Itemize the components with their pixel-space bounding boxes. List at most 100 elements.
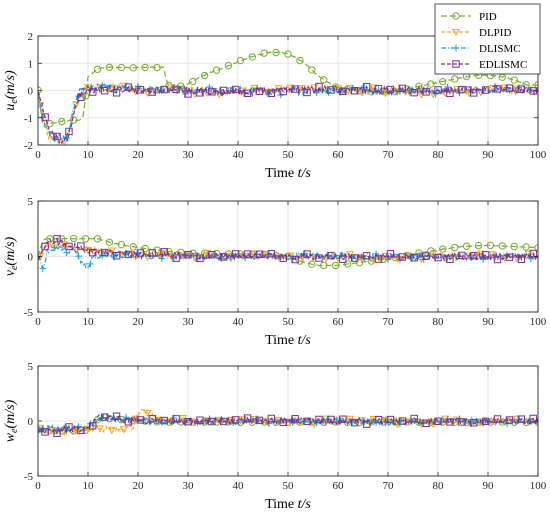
- y-tick-label: 1: [28, 58, 34, 70]
- series-marker-edlismc: [136, 249, 145, 257]
- series-marker-edlismc: [327, 251, 335, 260]
- y-tick-label: 0: [28, 86, 34, 98]
- x-tick-label: 80: [433, 316, 445, 328]
- x-tick-label: 90: [483, 149, 495, 161]
- series-marker-edlismc: [529, 414, 537, 423]
- series-marker-pid: [117, 63, 126, 72]
- series-marker-pid: [427, 80, 435, 88]
- series-marker-edlismc: [148, 249, 156, 257]
- series-marker-edlismc: [184, 90, 192, 98]
- y-tick-label: 5: [28, 361, 34, 373]
- series-marker-edlismc: [208, 251, 216, 259]
- series-marker-pid: [510, 242, 518, 251]
- x-tick-label: 90: [483, 480, 495, 492]
- series-marker-edlismc: [291, 85, 299, 93]
- series-marker-edlismc: [53, 235, 61, 243]
- series-marker-pid: [141, 244, 149, 253]
- series-marker-dlismc: [432, 90, 439, 98]
- series-marker-edlismc: [481, 251, 490, 259]
- series-marker-edlismc: [172, 85, 180, 94]
- series-marker-edlismc: [434, 86, 442, 94]
- series-marker-edlismc: [124, 418, 133, 426]
- x-tick-label: 0: [35, 480, 41, 492]
- series-marker-dlismc: [39, 265, 46, 272]
- legend-marker-dlismc: [452, 44, 460, 52]
- series-marker-edlismc: [422, 88, 430, 96]
- x-tick-label: 10: [83, 316, 95, 328]
- series-marker-edlismc: [458, 418, 466, 426]
- series-marker-edlismc: [446, 89, 454, 98]
- series-marker-pid: [105, 238, 114, 247]
- y-axis-label: ve(m/s): [3, 236, 20, 276]
- series-marker-edlismc: [493, 415, 502, 423]
- series-marker-pid: [212, 66, 221, 74]
- series-marker-pid: [224, 61, 233, 70]
- series-marker-edlismc: [422, 419, 430, 428]
- series-marker-edlismc: [410, 88, 418, 97]
- series-marker-edlismc: [243, 89, 252, 98]
- series-marker-edlismc: [279, 418, 287, 427]
- series-marker-dlpid: [48, 241, 57, 249]
- series-marker-edlismc: [231, 85, 240, 94]
- series-marker-edlismc: [41, 428, 49, 436]
- series-marker-edlismc: [350, 87, 359, 95]
- series-marker-edlismc: [350, 254, 359, 262]
- series-marker-pid: [38, 86, 42, 94]
- series-marker-edlismc: [41, 242, 49, 251]
- series-marker-pid: [498, 242, 506, 250]
- series-marker-edlismc: [160, 248, 168, 256]
- x-tick-label: 30: [183, 316, 195, 328]
- series-marker-edlismc: [481, 417, 490, 426]
- series-marker-edlismc: [279, 254, 287, 262]
- series-marker-pid: [308, 260, 316, 268]
- series-marker-edlismc: [398, 253, 406, 261]
- series-marker-edlismc: [184, 417, 192, 426]
- series-marker-pid: [129, 64, 137, 72]
- series-marker-edlismc: [124, 250, 133, 259]
- series-marker-edlismc: [398, 84, 406, 93]
- series-marker-edlismc: [339, 415, 347, 423]
- series-marker-pid: [189, 77, 197, 86]
- series-marker-edlismc: [65, 423, 73, 431]
- series-marker-pid: [486, 241, 495, 250]
- x-tick-label: 100: [530, 316, 547, 328]
- series-marker-pid: [510, 76, 518, 84]
- legend-marker-edlismc: [452, 60, 460, 68]
- legend: PID DLPID DLISMC EDLISMC: [434, 3, 541, 75]
- series-marker-edlismc: [315, 254, 323, 262]
- series-marker-edlismc: [481, 86, 490, 94]
- y-tick-label: -5: [24, 471, 34, 483]
- series-marker-pid: [355, 258, 364, 267]
- series-marker-edlismc: [339, 255, 347, 264]
- series-marker-pid: [391, 253, 399, 262]
- series-line-edlismc: [38, 414, 538, 436]
- series-marker-edlismc: [315, 415, 323, 424]
- x-tick-label: 100: [530, 149, 547, 161]
- series-marker-edlismc: [124, 83, 133, 91]
- x-tick-label: 80: [433, 149, 445, 161]
- series-marker-edlismc: [255, 416, 264, 425]
- series-marker-edlismc: [77, 242, 85, 250]
- series-marker-edlismc: [65, 127, 73, 136]
- series-marker-edlismc: [267, 250, 276, 258]
- series-marker-edlismc: [243, 414, 252, 422]
- series-marker-pid: [450, 243, 459, 252]
- series-marker-pid: [320, 261, 328, 270]
- series-marker-edlismc: [374, 255, 383, 263]
- series-marker-edlismc: [184, 251, 192, 259]
- series-line-pid: [38, 51, 538, 127]
- series-marker-edlismc: [196, 416, 204, 424]
- series-marker-edlismc: [458, 85, 466, 94]
- series-marker-edlismc: [362, 83, 371, 91]
- series-marker-edlismc: [493, 255, 502, 264]
- series-line-edlismc: [38, 236, 538, 262]
- y-tick-label: 0: [28, 252, 34, 264]
- series-marker-pid: [236, 56, 245, 65]
- series-marker-dlismc: [63, 249, 70, 256]
- series-marker-edlismc: [470, 419, 478, 427]
- series-marker-edlismc: [53, 132, 61, 141]
- series-marker-pid: [462, 242, 471, 250]
- series-marker-edlismc: [386, 415, 395, 424]
- x-tick-label: 70: [383, 316, 395, 328]
